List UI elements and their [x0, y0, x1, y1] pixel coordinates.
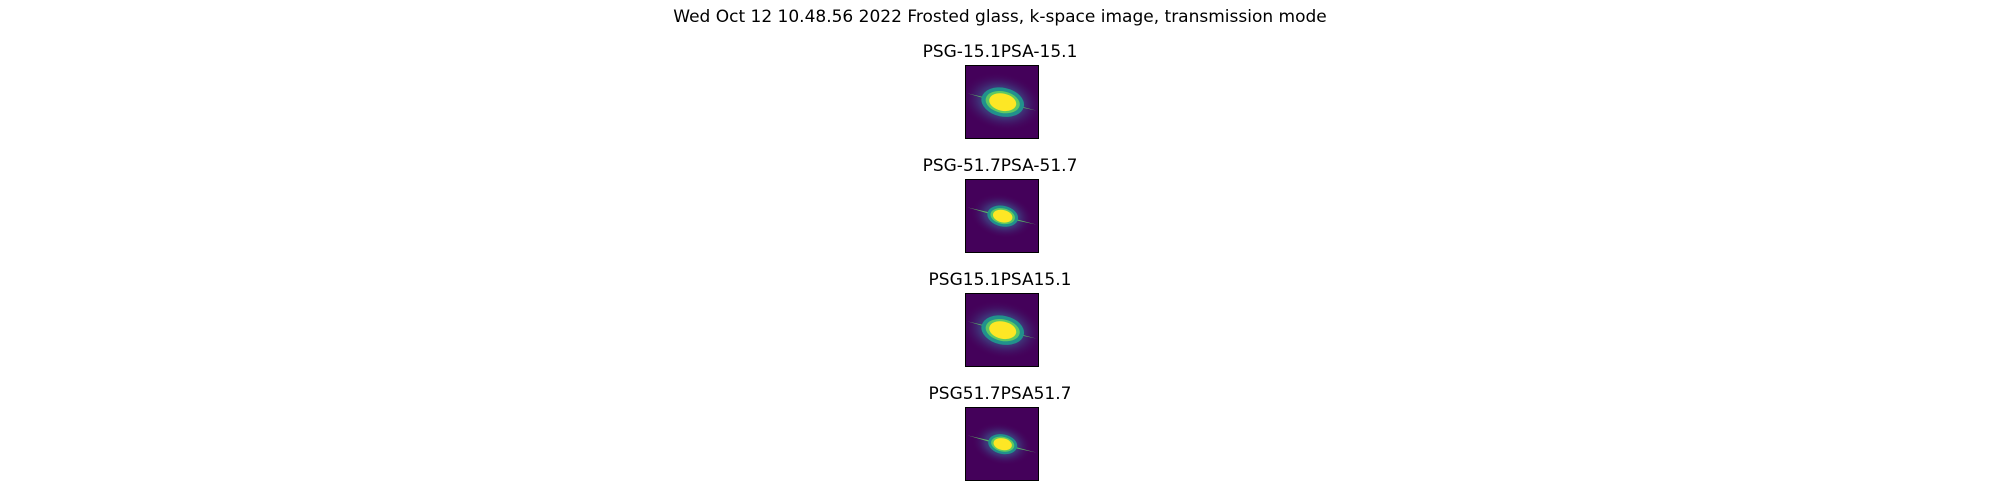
- kspace-image-2: [965, 179, 1039, 253]
- panel-title-4: PSG51.7PSA51.7: [928, 384, 1072, 404]
- kspace-image-1: [965, 65, 1039, 139]
- kspace-image-svg: [966, 180, 1038, 252]
- panel-title-2: PSG-51.7PSA-51.7: [922, 156, 1078, 176]
- kspace-image-3: [965, 293, 1039, 367]
- kspace-image-4: [965, 407, 1039, 481]
- panel-title-1: PSG-15.1PSA-15.1: [922, 42, 1078, 62]
- kspace-image-svg: [966, 66, 1038, 138]
- kspace-image-svg: [966, 294, 1038, 366]
- figure-title: Wed Oct 12 10.48.56 2022 Frosted glass, …: [673, 7, 1327, 27]
- panel-title-3: PSG15.1PSA15.1: [928, 270, 1072, 290]
- kspace-image-svg: [966, 408, 1038, 480]
